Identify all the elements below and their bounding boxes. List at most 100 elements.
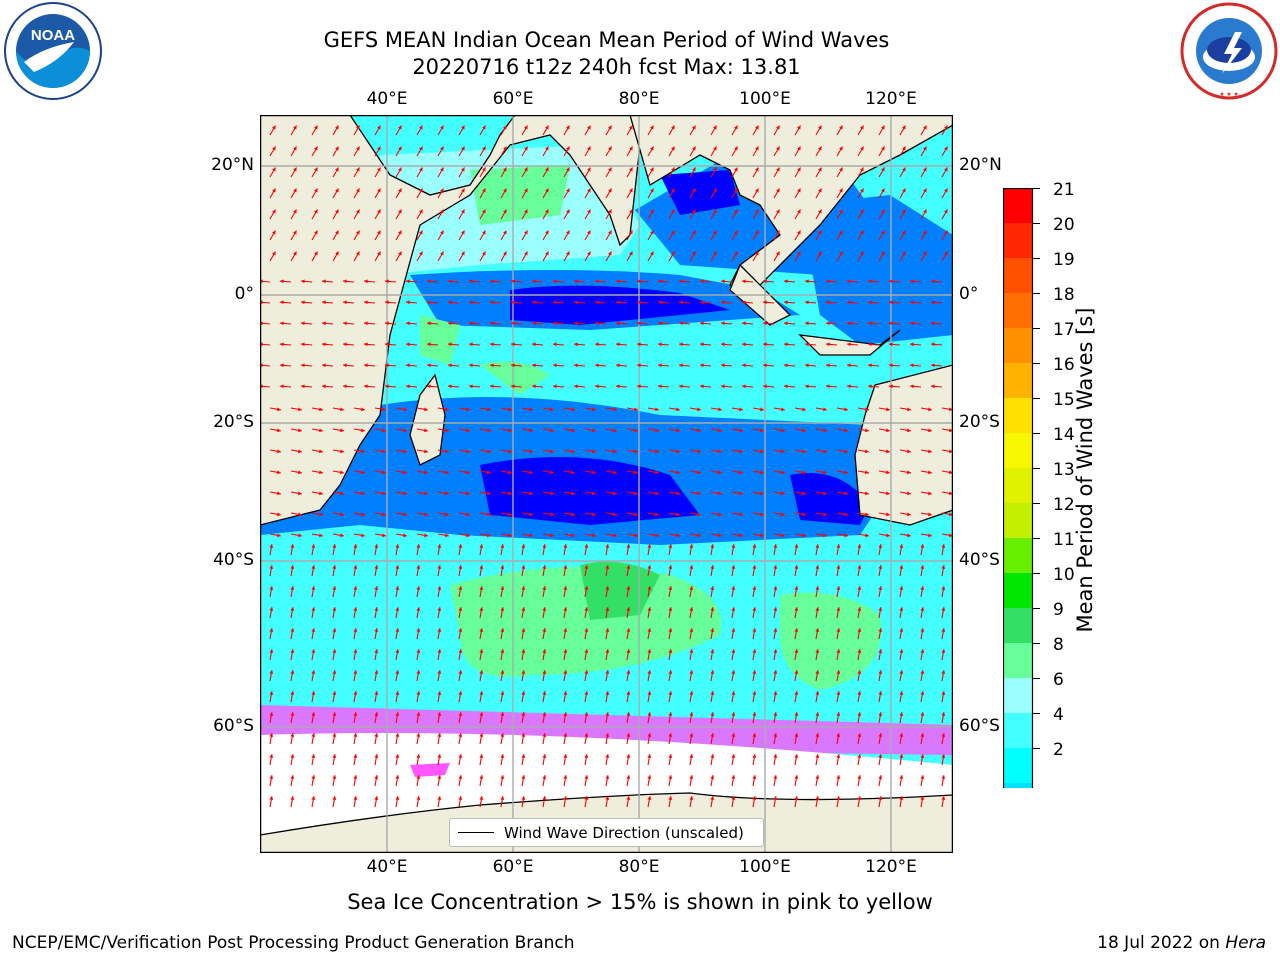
- wave-direction-arrowhead: [524, 146, 528, 151]
- wave-direction-arrowhead: [910, 384, 914, 389]
- wave-direction-arrowhead: [395, 649, 400, 653]
- wave-direction-arrowhead: [437, 544, 442, 548]
- wave-direction-arrowhead: [293, 146, 297, 151]
- wave-direction-arrowhead: [269, 754, 274, 758]
- wave-direction-arrowhead: [889, 321, 893, 326]
- wave-direction-arrowhead: [731, 670, 736, 674]
- wave-direction-arrowhead: [889, 300, 893, 305]
- wave-direction-arrowhead: [752, 586, 757, 590]
- wave-direction-arrowhead: [314, 209, 318, 214]
- wave-direction-arrowhead: [545, 188, 549, 193]
- wave-direction-arrowhead: [280, 363, 284, 368]
- wave-direction-arrowhead: [437, 649, 442, 653]
- wave-direction-arrowhead: [847, 342, 851, 347]
- southern-bright-green: [580, 561, 660, 620]
- wave-direction-arrowhead: [844, 533, 848, 538]
- colorbar-tick-label: 19: [1053, 250, 1075, 270]
- wave-direction-arrowhead: [382, 533, 386, 538]
- wave-direction-arrowhead: [941, 796, 946, 800]
- wave-direction-arrowhead: [626, 775, 631, 779]
- wave-direction-arrowhead: [637, 279, 641, 284]
- wave-direction-arrowhead: [823, 512, 827, 517]
- wave-direction-arrowhead: [314, 251, 318, 256]
- wave-direction-arrowhead: [805, 384, 809, 389]
- wave-direction-arrowhead: [886, 491, 890, 496]
- wave-direction-arrowhead: [752, 649, 757, 653]
- wave-direction-arrowhead: [776, 125, 780, 130]
- wave-direction-arrowhead: [269, 733, 274, 737]
- wave-direction-arrowhead: [322, 363, 326, 368]
- wave-direction-arrowhead: [448, 342, 452, 347]
- wave-direction-arrowhead: [844, 428, 848, 433]
- wave-direction-arrowhead: [521, 775, 526, 779]
- wave-direction-arrowhead: [668, 796, 673, 800]
- wave-direction-arrowhead: [272, 188, 276, 193]
- wave-direction-arrowhead: [797, 146, 801, 151]
- wave-direction-arrowhead: [269, 649, 274, 653]
- wave-direction-arrowhead: [314, 125, 318, 130]
- wave-direction-arrowhead: [574, 279, 578, 284]
- wave-direction-arrowhead: [280, 342, 284, 347]
- wave-direction-arrowhead: [815, 649, 820, 653]
- wave-direction-arrowhead: [311, 649, 316, 653]
- wave-direction-arrowhead: [374, 754, 379, 758]
- wave-direction-arrowhead: [671, 251, 675, 256]
- wave-direction-arrowhead: [734, 188, 738, 193]
- wave-direction-arrowhead: [671, 230, 675, 235]
- wave-direction-arrowhead: [398, 209, 402, 214]
- wave-direction-arrowhead: [340, 428, 344, 433]
- wave-direction-arrowhead: [311, 628, 316, 632]
- wave-direction-arrowhead: [713, 251, 717, 256]
- wave-direction-arrowhead: [944, 230, 948, 235]
- wave-direction-arrowhead: [713, 167, 717, 172]
- wave-direction-arrowhead: [563, 733, 568, 737]
- wave-direction-arrowhead: [650, 230, 654, 235]
- wave-direction-arrowhead: [920, 565, 925, 569]
- wave-direction-arrowhead: [553, 321, 557, 326]
- wave-direction-arrowhead: [668, 586, 673, 590]
- wave-direction-arrowhead: [931, 384, 935, 389]
- wave-direction-arrowhead: [403, 512, 407, 517]
- wave-direction-arrowhead: [461, 209, 465, 214]
- bottom-lon-tick: 60°E: [492, 857, 534, 877]
- wave-direction-arrowhead: [802, 449, 806, 454]
- australia-deep-blue: [790, 473, 870, 525]
- wave-direction-arrowhead: [760, 449, 764, 454]
- wave-direction-arrowhead: [566, 167, 570, 172]
- wave-direction-arrowhead: [416, 733, 421, 737]
- wave-direction-arrowhead: [794, 607, 799, 611]
- wave-direction-arrowhead: [755, 146, 759, 151]
- wave-direction-arrowhead: [395, 670, 400, 674]
- wave-direction-arrowhead: [479, 628, 484, 632]
- wave-direction-arrowhead: [503, 188, 507, 193]
- wave-direction-arrowhead: [634, 512, 638, 517]
- wave-direction-arrowhead: [319, 491, 323, 496]
- wave-direction-arrowhead: [658, 384, 662, 389]
- wave-direction-arrowhead: [529, 533, 533, 538]
- wave-direction-arrowhead: [794, 628, 799, 632]
- wave-direction-arrowhead: [437, 754, 442, 758]
- wave-direction-arrowhead: [398, 230, 402, 235]
- left-lat-tick: 60°S: [213, 716, 254, 736]
- wave-direction-arrowhead: [941, 586, 946, 590]
- wave-direction-arrowhead: [458, 628, 463, 632]
- wave-direction-arrowhead: [440, 188, 444, 193]
- wave-direction-arrowhead: [739, 470, 743, 475]
- wave-direction-arrowhead: [595, 384, 599, 389]
- wave-direction-arrowhead: [868, 363, 872, 368]
- wave-direction-arrowhead: [437, 796, 442, 800]
- wave-direction-arrowhead: [458, 691, 463, 695]
- wave-direction-arrowhead: [605, 628, 610, 632]
- colorbar-tick-label: 6: [1053, 670, 1064, 690]
- wave-direction-arrowhead: [844, 491, 848, 496]
- madagascar-green: [420, 315, 460, 365]
- wave-direction-arrowhead: [839, 230, 843, 235]
- colorbar-tick-label: 8: [1053, 635, 1064, 655]
- wave-direction-arrowhead: [718, 491, 722, 496]
- wave-direction-arrowhead: [479, 670, 484, 674]
- colorbar-segment: [1003, 188, 1033, 223]
- colorbar-segment: [1003, 713, 1033, 748]
- wave-direction-arrowhead: [503, 209, 507, 214]
- wave-direction-arrowhead: [731, 565, 736, 569]
- wave-direction-arrowhead: [272, 230, 276, 235]
